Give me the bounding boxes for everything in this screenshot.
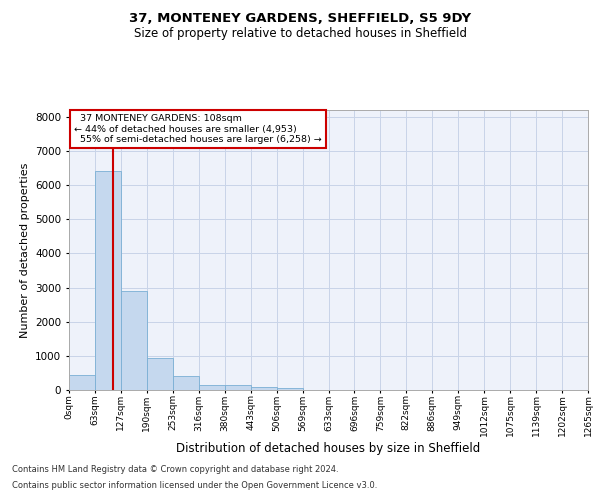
Y-axis label: Number of detached properties: Number of detached properties	[20, 162, 29, 338]
Bar	[69, 374, 95, 390]
Bar	[173, 376, 199, 390]
Bar	[95, 172, 121, 390]
Bar	[225, 385, 251, 390]
X-axis label: Distribution of detached houses by size in Sheffield: Distribution of detached houses by size …	[176, 442, 481, 455]
Bar	[277, 388, 302, 390]
Bar	[121, 291, 147, 390]
Text: Size of property relative to detached houses in Sheffield: Size of property relative to detached ho…	[133, 28, 467, 40]
Text: Contains public sector information licensed under the Open Government Licence v3: Contains public sector information licen…	[12, 481, 377, 490]
Bar	[147, 358, 173, 390]
Text: Contains HM Land Registry data © Crown copyright and database right 2024.: Contains HM Land Registry data © Crown c…	[12, 465, 338, 474]
Text: 37 MONTENEY GARDENS: 108sqm
← 44% of detached houses are smaller (4,953)
  55% o: 37 MONTENEY GARDENS: 108sqm ← 44% of det…	[74, 114, 322, 144]
Text: 37, MONTENEY GARDENS, SHEFFIELD, S5 9DY: 37, MONTENEY GARDENS, SHEFFIELD, S5 9DY	[129, 12, 471, 26]
Bar	[199, 385, 224, 390]
Bar	[251, 386, 277, 390]
